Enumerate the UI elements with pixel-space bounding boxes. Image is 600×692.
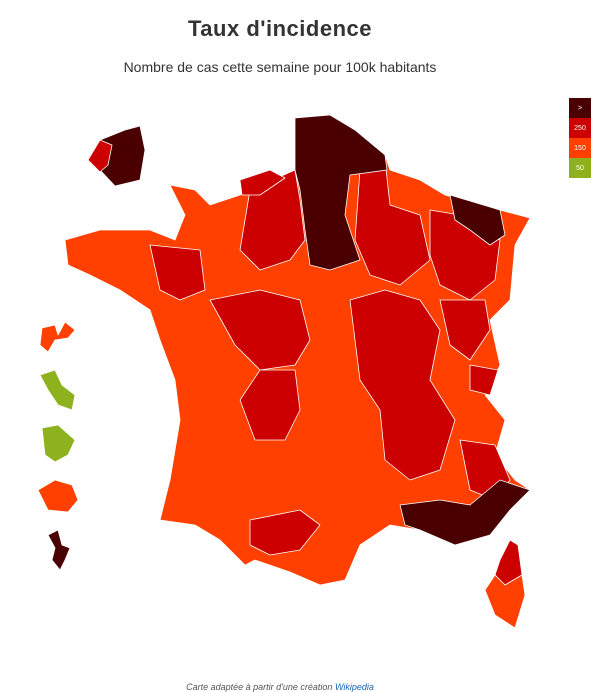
france-map (37, 114, 531, 629)
region (239, 169, 286, 196)
legend-swatch (569, 158, 591, 178)
legend: >250 150 50 (569, 98, 591, 178)
reunion (37, 479, 79, 513)
guyane (41, 424, 76, 463)
region (399, 479, 531, 546)
footer-text: Carte adaptée à partir d'une création (186, 682, 332, 692)
region (239, 369, 301, 441)
legend-label: 150 (574, 145, 586, 152)
region (294, 114, 388, 271)
legend-swatch (569, 118, 591, 138)
title: Taux d'incidence (188, 16, 372, 41)
corsica-south (484, 574, 526, 629)
region (249, 509, 321, 556)
legend-label: > (578, 105, 582, 112)
region (449, 194, 506, 246)
region (439, 299, 491, 361)
footer-link[interactable]: Wikipedia (335, 682, 374, 692)
legend-label: 250 (574, 125, 586, 132)
region (469, 364, 499, 396)
guadeloupe (39, 321, 76, 353)
region (349, 289, 456, 481)
region (209, 289, 311, 371)
legend-swatch (569, 138, 591, 158)
region (149, 244, 206, 301)
paris-inset (99, 125, 146, 187)
legend-label: 50 (576, 165, 584, 172)
region (354, 159, 431, 286)
martinique (39, 369, 76, 411)
mayotte (47, 529, 71, 571)
paris-inset-part (87, 139, 113, 173)
footer: Carte adaptée à partir d'une création Wi… (186, 682, 374, 692)
legend-swatch (569, 98, 591, 118)
subtitle: Nombre de cas cette semaine pour 100k ha… (124, 59, 437, 75)
